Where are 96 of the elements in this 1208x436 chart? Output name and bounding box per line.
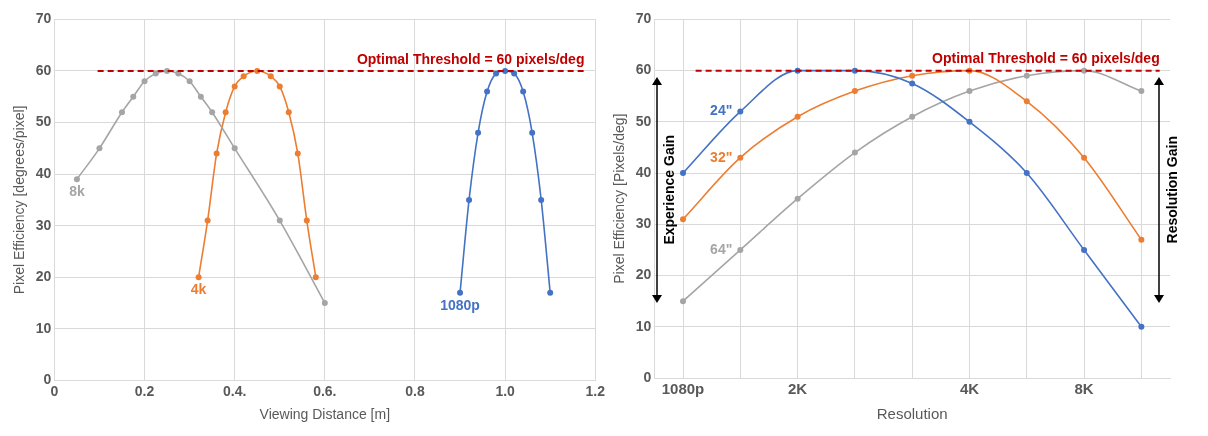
- y-tick-label: 10: [635, 317, 652, 334]
- annotation: Experience Gain: [660, 134, 677, 245]
- point: [529, 129, 536, 136]
- point: [851, 88, 858, 95]
- x-tick-label: 0.2: [134, 382, 155, 399]
- point: [152, 70, 159, 77]
- series-label: 8k: [69, 183, 85, 200]
- x-tick-label: 0.4.: [222, 382, 247, 399]
- point: [484, 88, 491, 95]
- ref-line-label: Optimal Threshold = 60 pixels/deg: [356, 50, 585, 67]
- point: [213, 150, 220, 157]
- point: [737, 108, 744, 115]
- y-tick-label: 60: [35, 61, 52, 78]
- point: [966, 88, 973, 95]
- y-axis-title: Pixel Efficiency [Pixels/deg]: [611, 113, 628, 284]
- point: [231, 83, 238, 90]
- point: [1023, 170, 1030, 177]
- point: [457, 289, 464, 296]
- x-tick-label: 1080p: [661, 380, 705, 398]
- point: [141, 78, 148, 85]
- point: [1081, 154, 1088, 161]
- y-tick-label: 20: [35, 268, 52, 285]
- point: [547, 289, 554, 296]
- x-tick-label: 1.0: [495, 382, 516, 399]
- series-label: 32": [710, 148, 733, 165]
- point: [538, 196, 545, 203]
- point: [909, 113, 916, 120]
- point: [737, 154, 744, 161]
- y-tick-label: 50: [35, 113, 52, 130]
- series-label: 64": [710, 240, 733, 257]
- point: [209, 109, 216, 116]
- y-tick-label: 40: [35, 164, 52, 181]
- point: [475, 129, 482, 136]
- x-tick-label: 2K: [788, 380, 808, 398]
- point: [680, 298, 687, 305]
- x-axis-title: Viewing Distance [m]: [259, 406, 391, 423]
- point: [96, 145, 103, 152]
- point: [276, 83, 283, 90]
- point: [222, 109, 229, 116]
- point: [204, 217, 211, 224]
- point: [909, 80, 916, 87]
- point: [1081, 246, 1088, 253]
- x-tick-label: 0.8: [405, 382, 425, 399]
- x-tick-label: 1.2: [585, 382, 606, 399]
- point: [240, 73, 247, 80]
- y-tick-label: 70: [35, 10, 52, 27]
- y-tick-label: 10: [35, 319, 52, 336]
- point: [175, 70, 182, 77]
- point: [197, 93, 204, 100]
- point: [966, 118, 973, 125]
- point: [186, 78, 193, 85]
- x-axis-title: Resolution: [876, 405, 948, 423]
- y-tick-label: 20: [635, 266, 652, 283]
- point: [285, 109, 292, 116]
- series-label: 4k: [190, 281, 207, 298]
- point: [118, 109, 125, 116]
- point: [231, 145, 238, 152]
- point: [130, 93, 137, 100]
- point: [303, 217, 310, 224]
- point: [466, 196, 473, 203]
- point: [851, 149, 858, 156]
- point: [321, 300, 328, 307]
- point: [1138, 323, 1145, 330]
- point: [73, 176, 80, 183]
- x-tick-label: 8K: [1074, 380, 1094, 398]
- point: [1138, 236, 1145, 243]
- point: [737, 246, 744, 253]
- y-tick-label: 50: [635, 112, 652, 129]
- point: [680, 170, 687, 177]
- y-tick-label: 40: [635, 163, 652, 180]
- point: [909, 72, 916, 79]
- y-tick-label: 0: [643, 368, 652, 385]
- point: [312, 274, 319, 281]
- series-label: 24": [710, 102, 733, 119]
- point: [680, 216, 687, 223]
- x-tick-label: 4K: [959, 380, 980, 398]
- point: [294, 150, 301, 157]
- y-tick-label: 30: [635, 215, 652, 232]
- point: [794, 195, 801, 202]
- annotation: Resolution Gain: [1164, 136, 1181, 244]
- point: [1023, 72, 1030, 79]
- point: [520, 88, 527, 95]
- y-tick-label: 70: [635, 10, 652, 27]
- y-tick-label: 30: [35, 216, 52, 233]
- point: [1023, 98, 1030, 105]
- point: [276, 217, 283, 224]
- point: [267, 73, 274, 80]
- y-tick-label: 60: [635, 61, 652, 78]
- y-axis-title: Pixel Efficiency [degrees/pixel]: [11, 105, 28, 295]
- point: [1138, 88, 1145, 95]
- series-label: 1080p: [440, 296, 480, 313]
- point: [195, 274, 202, 281]
- point: [493, 70, 500, 77]
- ref-line-label: Optimal Threshold = 60 pixels/deg: [932, 50, 1160, 67]
- x-tick-label: 0.6.: [313, 382, 337, 399]
- point: [794, 113, 801, 120]
